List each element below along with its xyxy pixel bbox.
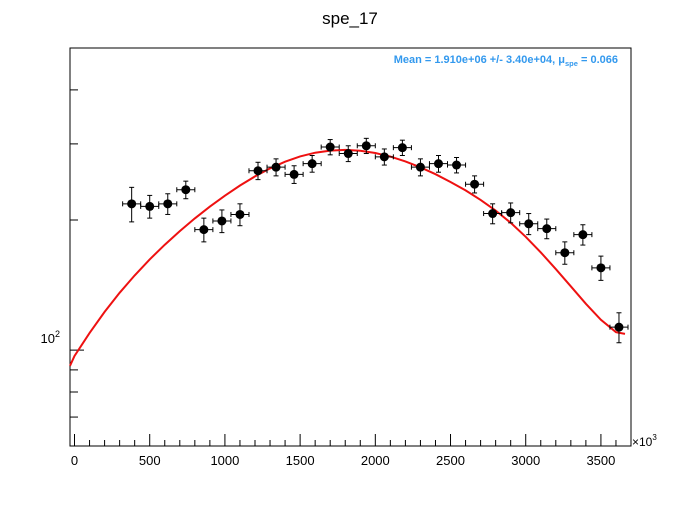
point-marker xyxy=(578,230,588,240)
y-tick-label-100: 102 xyxy=(41,329,60,346)
point-marker xyxy=(596,263,606,273)
annotation-suffix: = 0.066 xyxy=(578,54,618,66)
point-marker xyxy=(163,199,173,209)
data-point xyxy=(537,218,557,240)
point-marker xyxy=(289,169,299,179)
point-marker xyxy=(145,201,155,211)
point-marker xyxy=(253,166,263,176)
data-point xyxy=(465,175,485,194)
data-point xyxy=(573,224,593,246)
data-point xyxy=(212,209,232,234)
data-point xyxy=(194,217,214,243)
data-point xyxy=(501,202,521,224)
point-marker xyxy=(433,159,443,169)
data-point xyxy=(519,213,539,236)
data-point xyxy=(230,203,250,227)
x-axis-multiplier: ×103 xyxy=(632,433,657,449)
chart-annotation: Mean = 1.910e+06 +/- 3.40e+04, μspe = 0.… xyxy=(394,54,618,68)
data-point xyxy=(140,194,160,219)
data-point xyxy=(122,186,142,223)
x-axis: 0 500 1000 1500 2000 2500 3000 3500 xyxy=(71,434,632,468)
data-point xyxy=(158,193,178,215)
data-point xyxy=(176,180,196,200)
point-marker xyxy=(325,142,335,152)
x-tick-label: 1500 xyxy=(286,453,315,468)
data-point xyxy=(302,155,322,173)
data-point xyxy=(591,255,611,281)
fit-curve-line xyxy=(69,148,626,367)
data-point xyxy=(483,203,503,225)
point-marker xyxy=(542,224,552,234)
x-tick-label: 2000 xyxy=(361,453,390,468)
point-marker xyxy=(271,162,281,172)
point-marker xyxy=(307,159,317,169)
data-point xyxy=(284,165,304,184)
data-points-layer xyxy=(122,137,629,344)
data-point xyxy=(266,158,286,177)
point-marker xyxy=(199,225,209,235)
point-marker xyxy=(397,143,407,153)
data-point xyxy=(320,139,340,156)
point-marker xyxy=(524,219,534,229)
point-marker xyxy=(217,216,227,226)
data-point xyxy=(447,157,467,174)
y-axis xyxy=(70,47,84,447)
point-marker xyxy=(361,141,371,151)
point-marker xyxy=(506,208,516,218)
data-point xyxy=(609,312,629,344)
point-marker xyxy=(181,185,191,195)
x-tick-label: 0 xyxy=(71,453,78,468)
x-tick-label: 2500 xyxy=(436,453,465,468)
point-marker xyxy=(614,322,624,332)
x-multiplier-exp: 3 xyxy=(652,433,657,442)
x-tick-label: 500 xyxy=(139,453,161,468)
svg-text:Mean = 1.910e+06 +/- 3.40e+04,: Mean = 1.910e+06 +/- 3.40e+04, μspe = 0.… xyxy=(394,54,618,68)
y-tick-base: 10 xyxy=(41,331,55,346)
y-tick-exp: 2 xyxy=(55,329,60,339)
point-marker xyxy=(470,179,480,189)
data-point xyxy=(392,139,412,157)
data-point xyxy=(248,161,268,181)
chart-title: spe_17 xyxy=(322,9,378,28)
plot-frame xyxy=(69,47,632,447)
data-point xyxy=(410,158,430,177)
data-point xyxy=(428,155,449,173)
data-point xyxy=(555,241,575,265)
x-tick-label: 3000 xyxy=(511,453,540,468)
data-point xyxy=(356,137,376,155)
point-marker xyxy=(452,160,462,170)
data-point xyxy=(338,145,358,163)
point-marker xyxy=(235,209,245,219)
x-tick-label: 3500 xyxy=(586,453,615,468)
x-tick-label: 1000 xyxy=(210,453,239,468)
x-multiplier-base: ×10 xyxy=(632,435,653,449)
point-marker xyxy=(560,248,570,258)
point-marker xyxy=(415,162,425,172)
fit-curve-layer xyxy=(69,148,626,367)
point-marker xyxy=(379,152,389,162)
point-marker xyxy=(127,199,137,209)
annotation-prefix: Mean = 1.910e+06 +/- 3.40e+04, μ xyxy=(394,54,565,66)
point-marker xyxy=(488,209,498,219)
point-marker xyxy=(343,149,353,159)
annotation-subscript: spe xyxy=(565,59,578,68)
data-point xyxy=(374,148,394,166)
